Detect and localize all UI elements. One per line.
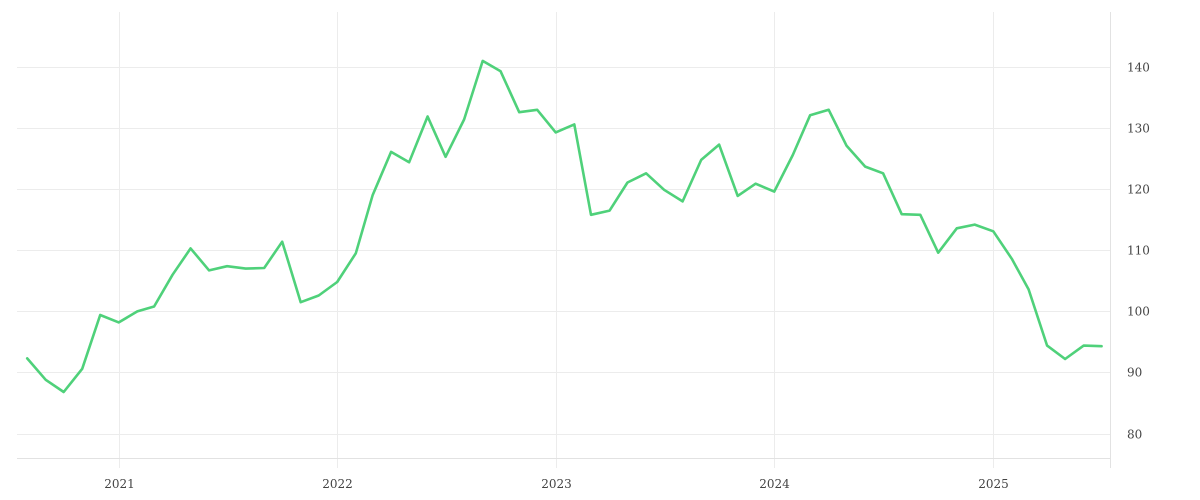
y-tick-label: 130 — [1127, 122, 1150, 136]
x-tick-label: 2024 — [759, 477, 790, 491]
x-tick-label: 2023 — [541, 477, 572, 491]
y-tick-label: 110 — [1127, 244, 1150, 258]
series-line — [25, 59, 1103, 394]
series-layer — [25, 59, 1103, 394]
x-tick-label: 2022 — [322, 477, 353, 491]
y-tick-label: 90 — [1127, 366, 1142, 380]
grid-layer — [17, 12, 1110, 468]
y-tick-label: 140 — [1127, 61, 1150, 75]
x-tick-label: 2021 — [104, 477, 135, 491]
y-tick-label: 100 — [1127, 305, 1150, 319]
x-tick-label: 2025 — [978, 477, 1009, 491]
axis-layer — [17, 12, 1111, 468]
y-tick-label: 120 — [1127, 183, 1150, 197]
tick-label-layer: 80 90 100 110 120 130 140 2021 2022 2023 2024 2025 — [104, 61, 1150, 492]
y-tick-label: 80 — [1127, 428, 1142, 442]
